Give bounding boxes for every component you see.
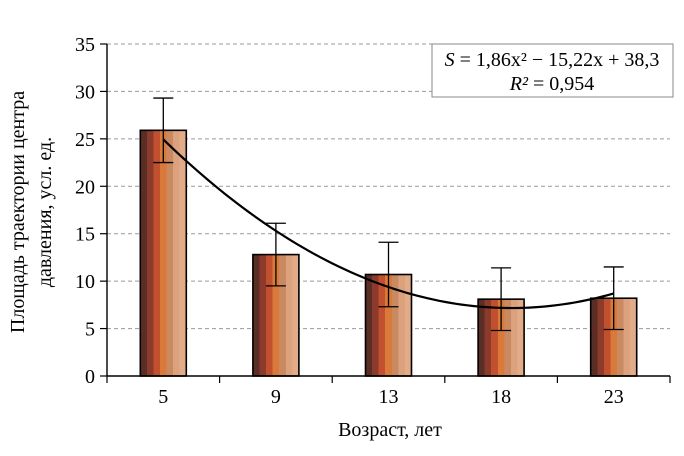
grid-lines [107,43,670,330]
trendline [162,138,614,310]
error-bar [491,267,512,332]
y-tick-label: 10 [75,271,95,293]
y-axis-title-line2: давления, усл. ед. [34,137,56,287]
error-bar [265,222,286,287]
error-bar [378,241,399,308]
y-tick-label: 30 [75,81,95,103]
trendline-r2: R² = 0,954 [509,73,595,95]
y-tick-label: 0 [85,366,95,388]
axes [106,44,670,377]
x-tick-label: 13 [379,386,399,408]
error-bars [153,97,624,332]
bars [139,129,638,377]
y-tick-label: 25 [75,129,95,151]
error-bar [603,266,624,331]
x-axis-title: Возраст, лет [338,419,442,441]
y-axis-title-line1: Площадь траектории центра [7,91,29,333]
y-tick-label: 15 [75,224,95,246]
y-tick-label: 5 [85,319,95,341]
x-tick-label: 18 [491,386,511,408]
error-bar [153,97,174,164]
trendline-equation-box: S = 1,86x² − 15,22x + 38,3 R² = 0,954 [431,43,674,98]
x-tick-label: 9 [271,386,281,408]
x-tick-label: 5 [158,386,168,408]
y-tick-label: 35 [75,34,95,56]
bar [139,129,188,377]
y-tick-label: 20 [75,176,95,198]
trendline-equation: S = 1,86x² − 15,22x + 38,3 [445,49,660,71]
x-tick-label: 23 [604,386,624,408]
x-axis-ticks: 5 9 13 18 23 [106,376,671,408]
y-axis-ticks: 0 5 10 15 20 25 30 35 [75,34,107,388]
